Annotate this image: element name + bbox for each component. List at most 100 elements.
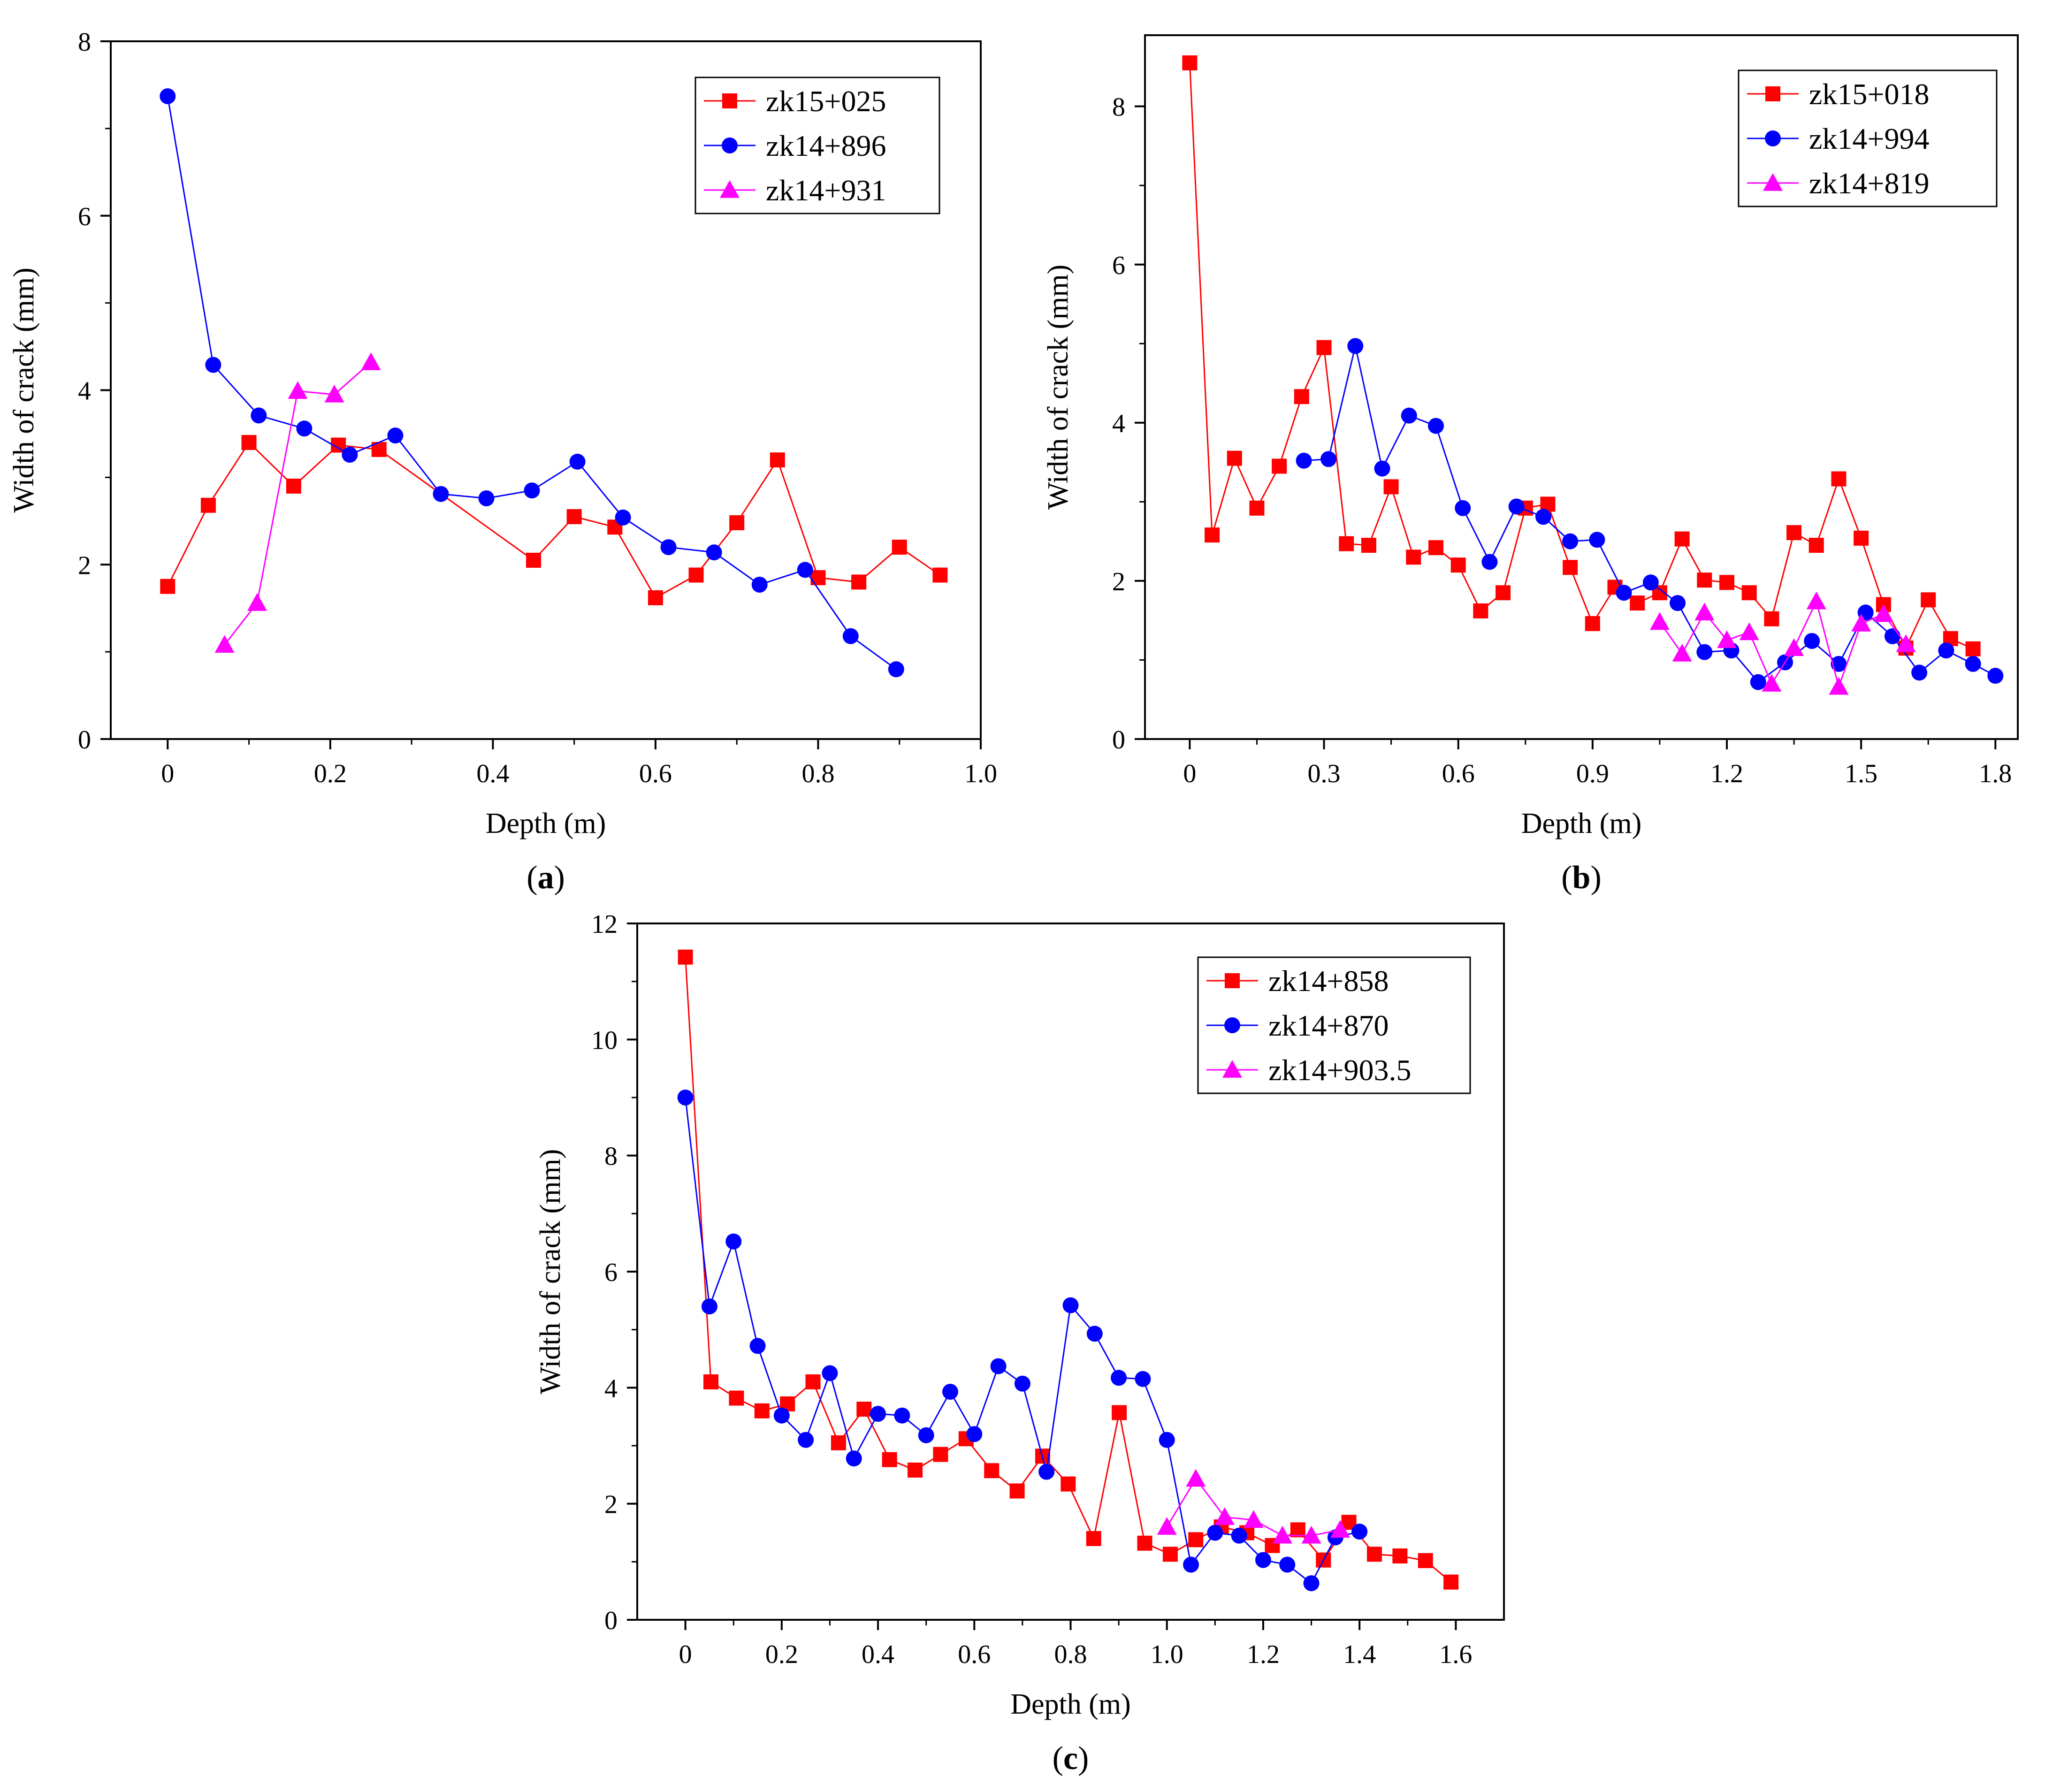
- series-line: [685, 1097, 1360, 1585]
- series-zk14+903.5: [1157, 1469, 1351, 1544]
- data-point: [1392, 1548, 1408, 1563]
- legend-marker: [1763, 173, 1783, 191]
- data-point: [1616, 585, 1632, 601]
- panel-label-letter: a: [538, 860, 554, 896]
- data-point: [1183, 1556, 1199, 1573]
- data-point: [660, 539, 677, 556]
- data-point: [1873, 604, 1893, 622]
- data-point: [1508, 498, 1525, 515]
- panel-label-letter: b: [1572, 860, 1591, 896]
- data-point: [882, 1452, 897, 1467]
- data-point: [1383, 479, 1399, 495]
- legend-marker: [1224, 1017, 1240, 1033]
- data-point: [286, 478, 301, 494]
- panel-label-close: ): [1590, 860, 1601, 896]
- data-point: [1762, 674, 1782, 692]
- series-zk14+819: [1649, 591, 1916, 695]
- data-point: [1911, 664, 1928, 681]
- data-point: [1535, 509, 1551, 525]
- x-axis-title: Depth (m): [1010, 1688, 1131, 1720]
- data-point: [1361, 538, 1376, 553]
- data-point: [1231, 1527, 1247, 1544]
- data-point: [1854, 530, 1869, 546]
- x-tick-label: 0: [161, 759, 174, 788]
- data-point: [1207, 1525, 1223, 1541]
- x-tick-label: 0.3: [1308, 759, 1341, 788]
- panel-label-open: (: [1561, 860, 1572, 896]
- x-tick-label: 0.4: [862, 1640, 894, 1669]
- data-point: [851, 574, 867, 590]
- data-point: [725, 1233, 742, 1250]
- data-point: [1038, 1464, 1055, 1480]
- x-tick-label: 1.2: [1247, 1640, 1280, 1669]
- panel-label-close: ): [554, 860, 565, 896]
- data-point: [1741, 585, 1757, 601]
- x-tick-label: 0.6: [639, 759, 672, 788]
- data-point: [754, 1403, 770, 1418]
- data-point: [1135, 1371, 1151, 1387]
- data-point: [1672, 643, 1692, 662]
- data-point: [1921, 592, 1936, 608]
- panel-label-letter: c: [1063, 1740, 1078, 1777]
- data-point: [1244, 1510, 1264, 1528]
- data-point: [526, 552, 542, 568]
- x-tick-label: 0.8: [801, 759, 834, 788]
- legend-label: zk15+025: [766, 84, 886, 118]
- x-tick-label: 0.8: [1054, 1640, 1087, 1669]
- y-axis-title: Width of crack (mm): [1042, 265, 1074, 510]
- data-point: [1804, 633, 1820, 649]
- data-point: [773, 1407, 790, 1424]
- data-point: [324, 384, 344, 403]
- y-tick-label: 0: [78, 725, 91, 755]
- x-tick-label: 1.4: [1343, 1640, 1376, 1669]
- data-point: [1674, 531, 1690, 547]
- data-point: [342, 447, 358, 463]
- legend-marker: [720, 180, 740, 198]
- y-tick-label: 12: [591, 910, 618, 939]
- series-zk14+896: [160, 88, 904, 678]
- y-axis-title: Width of crack (mm): [534, 1149, 566, 1395]
- data-point: [846, 1450, 862, 1467]
- data-point: [1320, 451, 1337, 467]
- panel-label-open: (: [1053, 1740, 1063, 1777]
- data-point: [870, 1405, 886, 1422]
- x-tick-label: 0.2: [314, 759, 347, 788]
- x-tick-label: 1.0: [1151, 1640, 1183, 1669]
- data-point: [160, 579, 176, 594]
- data-point: [247, 593, 267, 611]
- data-point: [1316, 340, 1332, 355]
- data-point: [1374, 460, 1390, 477]
- data-point: [524, 482, 540, 499]
- data-point: [1159, 1432, 1175, 1448]
- data-point: [1249, 500, 1265, 516]
- data-point: [1137, 1535, 1152, 1551]
- data-point: [751, 577, 768, 593]
- data-point: [1987, 668, 2004, 684]
- data-point: [701, 1298, 717, 1315]
- series-line: [1189, 62, 1974, 650]
- data-point: [933, 1447, 948, 1462]
- data-point: [1455, 500, 1471, 516]
- data-point: [1014, 1375, 1030, 1392]
- data-point: [1965, 641, 1981, 656]
- legend-label: zk14+896: [766, 129, 886, 162]
- legend-label: zk14+903.5: [1268, 1053, 1412, 1087]
- data-point: [703, 1374, 718, 1389]
- data-point: [1186, 1469, 1206, 1487]
- data-point: [1330, 1520, 1351, 1538]
- data-point: [1938, 642, 1954, 659]
- data-point: [892, 540, 907, 555]
- data-point: [1272, 458, 1287, 474]
- data-point: [1642, 574, 1659, 591]
- data-point: [1896, 634, 1916, 652]
- y-tick-label: 10: [591, 1026, 618, 1055]
- data-point: [1784, 638, 1804, 656]
- data-point: [1829, 677, 1849, 695]
- panel-label: (a): [527, 860, 565, 896]
- chart-panel-a: 0 0.2 0.4 0.6 0.8 1.0 0 2 4 6 8 Depth (m) Width of c…: [8, 28, 997, 896]
- data-point: [1739, 622, 1759, 641]
- data-point: [810, 570, 826, 586]
- data-point: [1562, 533, 1579, 549]
- data-point: [1062, 1297, 1079, 1313]
- data-point: [1401, 407, 1417, 424]
